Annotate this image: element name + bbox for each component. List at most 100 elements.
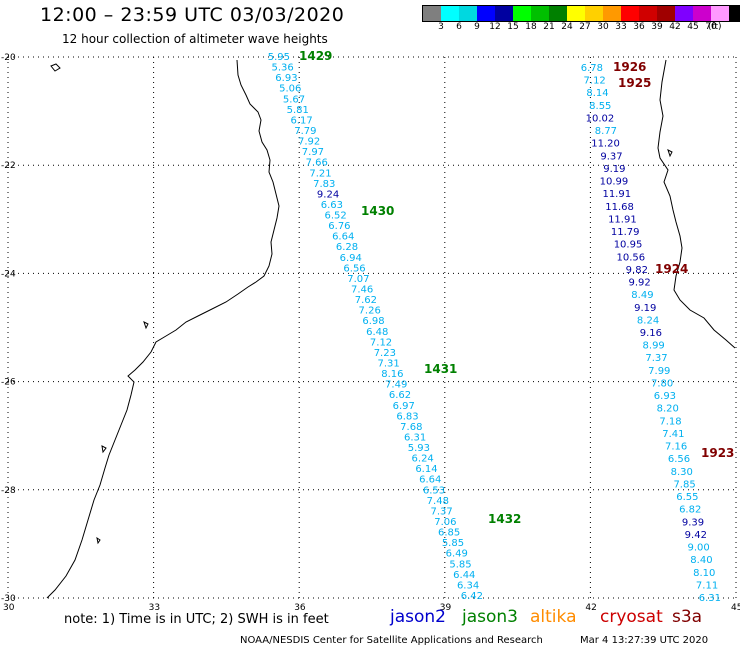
pass-number-label: 1924 — [655, 262, 688, 276]
wave-height-value: 7.97 — [302, 147, 324, 158]
legend-swatch — [423, 6, 441, 21]
legend-swatch — [639, 6, 657, 21]
wave-height-value: 6.31 — [699, 593, 721, 604]
africa-coastline-islet — [96, 536, 101, 545]
wave-height-value: 9.19 — [634, 303, 656, 314]
legend-swatch — [477, 6, 495, 21]
lat-lon-grid — [7, 56, 737, 599]
wave-height-value: 5.06 — [279, 84, 301, 95]
wave-height-value: 6.98 — [362, 316, 384, 327]
latitude-label: -26 — [1, 378, 16, 388]
wave-height-value: 9.39 — [682, 517, 704, 528]
wave-height-value: 6.24 — [412, 454, 434, 465]
legend-label: 21 — [543, 22, 555, 32]
wave-height-value: 5.85 — [449, 559, 471, 570]
credit-line: NOAA/NESDIS Center for Satellite Applica… — [240, 635, 543, 646]
legend-unit: (ft) — [708, 22, 722, 32]
wave-height-value: 6.17 — [290, 115, 312, 126]
satellite-name-s3a: s3a — [672, 607, 703, 627]
pass-number-label: 1431 — [424, 362, 457, 376]
wave-height-value: 8.49 — [631, 290, 653, 301]
coastline — [46, 59, 736, 599]
wave-height-value: 8.20 — [657, 404, 679, 415]
wave-height-value: 11.91 — [608, 214, 637, 225]
legend-label: 3 — [438, 22, 444, 32]
pass-number-label: 1923 — [701, 446, 734, 460]
wave-height-value: 8.14 — [586, 88, 608, 99]
satellite-name-jason3: jason3 — [462, 607, 518, 627]
wave-height-value: 9.19 — [603, 164, 625, 175]
map-subtitle: 12 hour collection of altimeter wave hei… — [62, 32, 328, 46]
wave-height-value: 6.63 — [321, 200, 343, 211]
satellite-name-altika: altika — [530, 607, 577, 627]
wave-height-value: 7.26 — [359, 306, 381, 317]
wave-height-value: 7.83 — [313, 179, 335, 190]
latitude-label: -28 — [1, 486, 16, 496]
wave-height-value: 7.31 — [377, 358, 399, 369]
legend-label: 36 — [633, 22, 645, 32]
wave-height-value: 11.79 — [611, 227, 640, 238]
pass-number-label: 1430 — [361, 204, 394, 218]
wave-height-value: 10.02 — [586, 113, 615, 124]
wave-height-value: 9.16 — [640, 328, 662, 339]
legend-swatch — [729, 6, 740, 21]
legend-label: 45 — [687, 22, 699, 32]
wave-height-value: 7.79 — [294, 126, 316, 137]
wave-height-value: 7.06 — [434, 517, 456, 528]
wave-height-value: 6.56 — [668, 454, 690, 465]
longitude-label: 33 — [149, 603, 160, 613]
legend-swatch — [621, 6, 639, 21]
legend-swatch — [693, 6, 711, 21]
longitude-label: 36 — [294, 603, 306, 613]
wave-height-value: 7.66 — [306, 158, 328, 169]
wave-height-value: 9.24 — [317, 189, 339, 200]
legend-swatch — [531, 6, 549, 21]
latitude-label: -22 — [1, 161, 16, 171]
wave-height-value: 6.49 — [446, 549, 468, 560]
wave-height-value: 8.77 — [595, 126, 617, 137]
wave-height-value: 6.93 — [275, 73, 297, 84]
wave-height-value: 7.21 — [309, 168, 331, 179]
footer-note: note: 1) Time is in UTC; 2) SWH is in fe… — [64, 612, 329, 627]
wave-height-value: 6.31 — [404, 432, 426, 443]
altimeter-tracks: 5.955.366.935.065.675.816.177.797.927.97… — [268, 49, 735, 604]
wave-height-value: 5.81 — [287, 105, 309, 116]
wave-height-value: 7.12 — [584, 76, 606, 87]
legend-swatch — [495, 6, 513, 21]
satellite-name-cryosat: cryosat — [600, 607, 663, 627]
legend-label: 33 — [615, 22, 627, 32]
wave-height-value: 6.76 — [328, 221, 350, 232]
wave-height-value: 6.83 — [396, 411, 418, 422]
legend-label: 39 — [651, 22, 663, 32]
wave-height-value: 6.97 — [393, 401, 415, 412]
legend-label: 30 — [597, 22, 609, 32]
wave-height-value: 7.16 — [665, 442, 687, 453]
wave-height-value: 6.48 — [366, 327, 388, 338]
madagascar-coastline-detail — [667, 149, 673, 158]
wave-height-value: 11.91 — [602, 189, 631, 200]
wave-height-value: 7.07 — [347, 274, 369, 285]
longitude-label: 39 — [440, 603, 452, 613]
wave-height-value: 6.78 — [581, 63, 603, 74]
legend-swatch — [585, 6, 603, 21]
legend-swatch — [657, 6, 675, 21]
wave-height-value: 9.82 — [626, 265, 648, 276]
pass-number-label: 1925 — [618, 76, 651, 90]
wave-height-value: 6.94 — [340, 253, 362, 264]
wave-height-value: 5.95 — [268, 52, 290, 63]
africa-coastline-islet — [50, 63, 61, 72]
longitude-label: 30 — [3, 603, 15, 613]
wave-height-value: 6.34 — [457, 580, 479, 591]
color-scale-legend — [422, 5, 740, 22]
wave-height-value: 6.53 — [423, 485, 445, 496]
wave-height-value: 9.92 — [628, 278, 650, 289]
pass-number-label: 1926 — [613, 60, 646, 74]
wave-height-value: 7.92 — [298, 137, 320, 148]
wave-height-value: 6.82 — [679, 505, 701, 516]
wave-height-value: 10.56 — [617, 252, 646, 263]
wave-height-value: 9.00 — [687, 543, 709, 554]
color-scale-labels: 3 6 9 12 15 18 21 24 27 30 33 36 39 42 45 70 — [422, 22, 732, 34]
africa-coastline-islet — [101, 445, 107, 454]
longitude-label: 42 — [585, 603, 596, 613]
longitude-label: 45 — [731, 603, 740, 613]
